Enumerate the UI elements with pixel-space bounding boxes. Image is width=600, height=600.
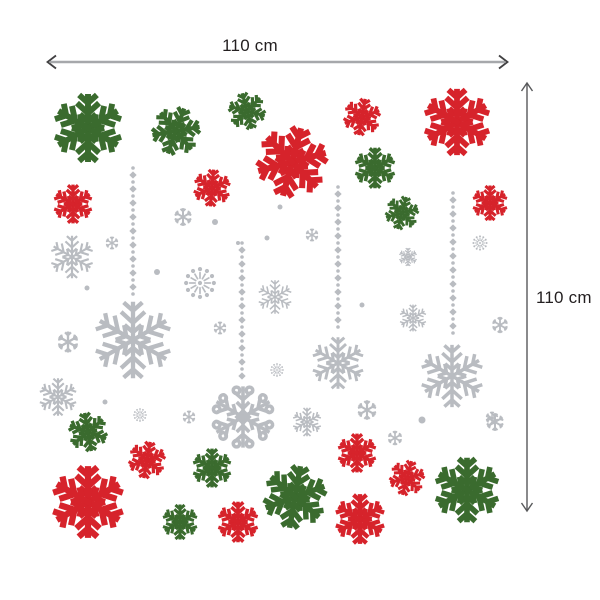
snowflake-gray-burst	[184, 267, 216, 299]
snowflake-gray-sparkle	[493, 318, 507, 332]
snowflake-gray-flake	[313, 339, 362, 388]
snowflake-red-flake	[194, 170, 231, 206]
snowflake-green-flake	[226, 90, 267, 131]
bead-chain	[129, 166, 137, 296]
snowflake-red-flake	[474, 187, 506, 219]
snowflake-gray-sparkle	[306, 229, 317, 241]
gray-dot	[359, 302, 365, 308]
snowflake-green-flake	[194, 450, 230, 485]
bead-chain	[449, 191, 457, 335]
gray-dot	[418, 416, 426, 424]
snowflake-gray-fancy	[212, 387, 273, 447]
width-dimension-label: 110 cm	[222, 36, 278, 55]
snowflake-gray-sparkle	[175, 209, 190, 225]
snowflake-gray-sparkle	[389, 432, 402, 445]
gray-dot	[277, 204, 283, 210]
snowflake-gray-burst	[133, 408, 147, 422]
snowflake-green-flake	[148, 103, 204, 159]
snowflake-gray-flake	[97, 304, 170, 376]
snowflake-green-flake	[164, 506, 196, 538]
snowflake-red-flake	[219, 504, 256, 541]
height-dimension-arrow	[520, 81, 534, 513]
snowflake-green-flake	[67, 412, 108, 453]
gray-dot	[264, 235, 270, 241]
snowflake-gray-flake	[400, 305, 425, 330]
snowflake-gray-burst	[270, 363, 284, 377]
snowflake-gray-sparkle	[59, 333, 77, 352]
snowflake-red-flake	[342, 98, 381, 137]
snowflake-gray-burst	[472, 235, 487, 250]
snowflake-green-flake	[356, 150, 393, 187]
snowflake-gray-flake	[40, 379, 76, 414]
snowflake-red-flake	[55, 186, 91, 221]
snowflake-green-flake	[437, 461, 496, 520]
snowflake-red-flake	[253, 123, 332, 201]
snowflake-red-flake	[339, 435, 375, 470]
snowflake-gray-sparkle	[359, 401, 376, 418]
bead-chain	[238, 241, 246, 380]
bead-chain	[334, 185, 342, 329]
gray-dot	[102, 399, 108, 405]
height-dimension-label: 110 cm	[536, 288, 592, 307]
snowflake-gray-flake	[52, 237, 93, 277]
snowflake-gray-flake	[293, 409, 320, 436]
gray-dot	[212, 219, 218, 225]
width-dimension-arrow	[46, 54, 509, 70]
snowflake-gray-sparkle	[183, 411, 194, 423]
snowflake-red-flake	[426, 92, 487, 152]
snowflake-green-flake	[262, 464, 329, 530]
gray-dot	[154, 269, 160, 275]
snowflake-red-flake	[387, 458, 426, 497]
snowflake-green-flake	[383, 194, 420, 231]
gray-dot	[84, 285, 90, 291]
snowflake-gray-flake	[422, 347, 481, 406]
gray-dot	[236, 241, 240, 245]
snowflake-gray-flake	[259, 281, 291, 313]
snowflake-layer	[40, 90, 507, 541]
snowflake-red-flake	[127, 441, 166, 480]
snowflake-red-flake	[337, 496, 383, 541]
snowflake-red-flake	[55, 469, 121, 535]
snowflake-green-flake	[57, 97, 120, 159]
snowflake-gray-sparkle	[106, 237, 117, 249]
snowflake-gray-flake	[400, 249, 417, 266]
snowflake-gray-sparkle	[214, 322, 225, 334]
